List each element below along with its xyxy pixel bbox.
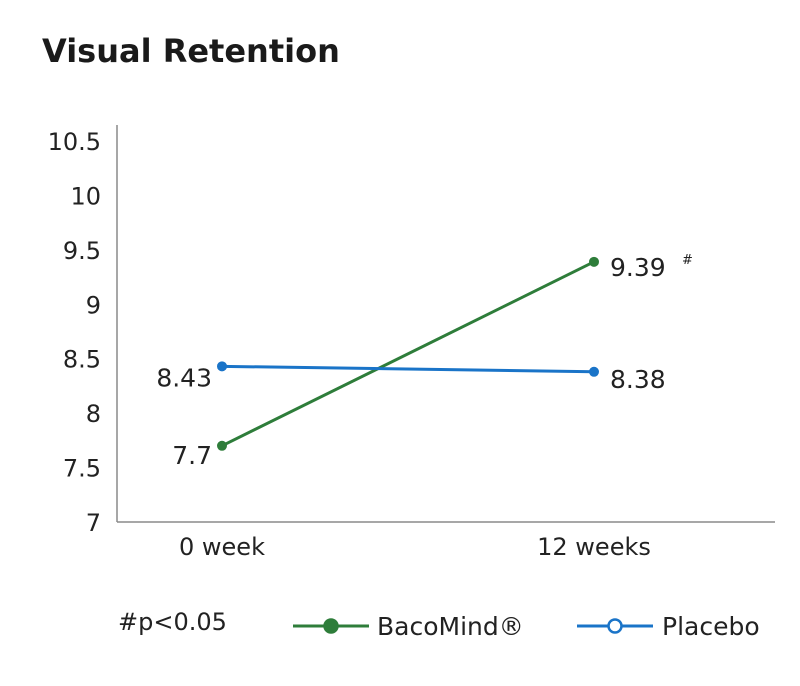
y-tick-label: 8 [86,400,101,428]
legend-label: Placebo [662,612,760,641]
data-point [217,361,227,372]
significance-note: #p<0.05 [118,608,227,636]
y-tick-label: 9.5 [63,237,101,265]
data-label: 8.43 [156,363,212,392]
series-line [221,260,595,448]
data-point [589,366,599,377]
filled-circle-marker-icon [323,618,339,634]
y-tick-label: 7 [86,509,101,537]
series-1: 8.43 8.38 [156,361,666,394]
x-tick-label: 12 weeks [537,533,651,561]
chart-title: Visual Retention [42,32,340,70]
data-point [217,440,227,451]
series-0: 7.7 9.39 # [172,253,693,470]
y-tick-label: 9 [86,291,101,319]
y-tick-label: 8.5 [63,346,101,374]
legend: #p<0.05 BacoMind® Placebo [118,608,760,641]
data-label: 7.7 [172,441,212,470]
legend-item: Placebo [577,612,760,641]
x-axis-ticks: 0 week 12 weeks [179,533,651,561]
series-layer: 7.7 9.39 #8.43 8.38 [156,253,693,470]
significance-mark: # [682,253,693,268]
open-circle-marker-icon [607,618,623,634]
data-point [589,256,599,267]
y-tick-label: 10 [70,182,101,210]
series-line [221,364,595,374]
y-axis-ticks: 7 7.5 8 8.5 9 9.5 10 10.5 [48,128,101,537]
y-tick-label: 7.5 [63,455,101,483]
y-tick-label: 10.5 [48,128,101,156]
data-label: 8.38 [610,365,666,394]
data-label: 9.39 [610,253,666,282]
legend-item: BacoMind® [293,612,524,641]
axes [116,125,775,523]
legend-label: BacoMind® [377,612,524,641]
x-tick-label: 0 week [179,533,265,561]
